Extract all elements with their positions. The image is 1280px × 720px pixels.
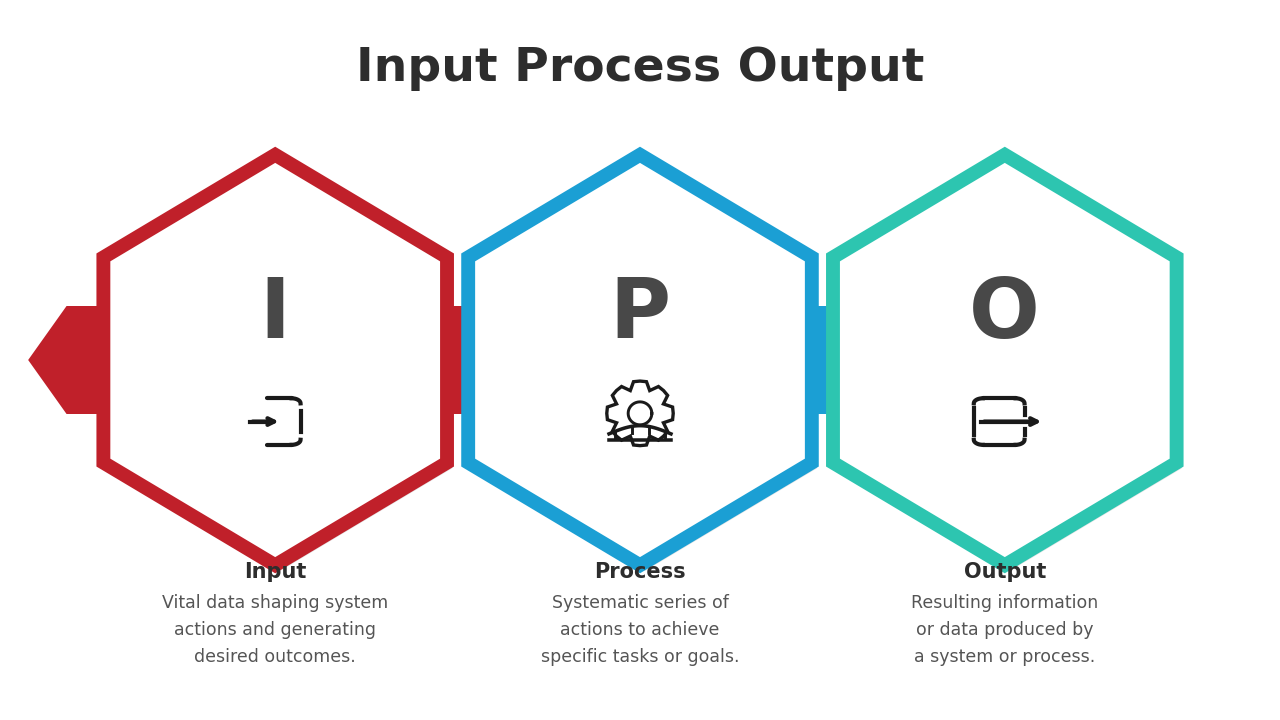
Text: O: O — [969, 274, 1041, 356]
Polygon shape — [838, 161, 1181, 571]
Text: Systematic series of
actions to achieve
specific tasks or goals.: Systematic series of actions to achieve … — [540, 594, 740, 666]
Polygon shape — [620, 263, 1034, 457]
Text: Output: Output — [964, 562, 1046, 582]
Text: Process: Process — [594, 562, 686, 582]
Polygon shape — [109, 161, 452, 571]
Polygon shape — [474, 161, 817, 571]
Text: Input: Input — [244, 562, 306, 582]
Text: Input Process Output: Input Process Output — [356, 46, 924, 91]
Polygon shape — [833, 155, 1176, 565]
Polygon shape — [28, 263, 669, 457]
Text: I: I — [260, 274, 291, 356]
Text: Resulting information
or data produced by
a system or process.: Resulting information or data produced b… — [911, 594, 1098, 666]
Text: P: P — [609, 274, 671, 356]
Text: Vital data shaping system
actions and generating
desired outcomes.: Vital data shaping system actions and ge… — [163, 594, 388, 666]
Polygon shape — [468, 155, 812, 565]
Polygon shape — [104, 155, 447, 565]
